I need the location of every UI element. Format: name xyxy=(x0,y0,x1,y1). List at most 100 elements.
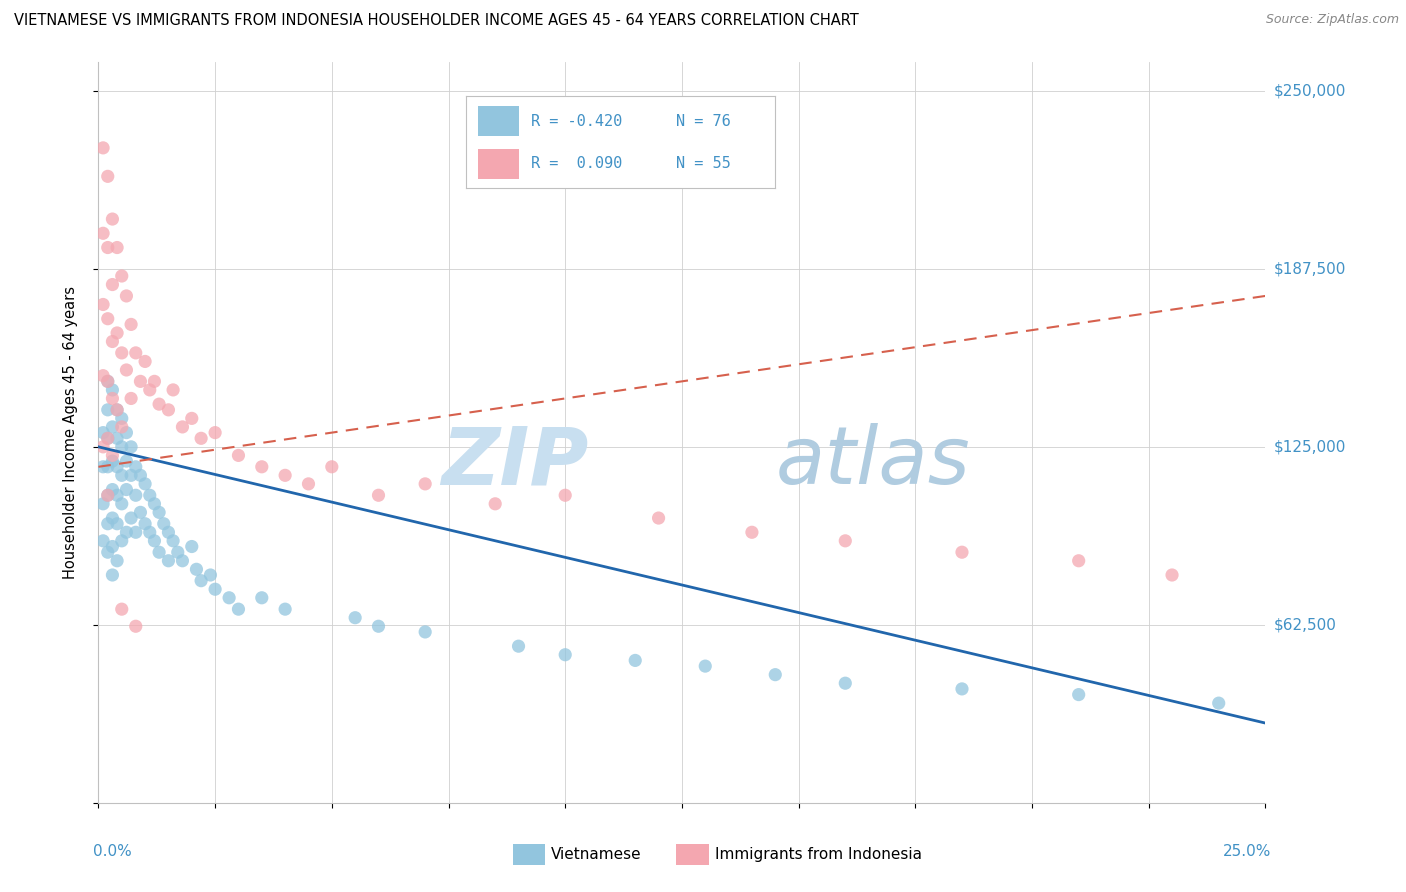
Point xyxy=(97,311,120,326)
Point xyxy=(1161,568,1184,582)
Point xyxy=(413,476,436,491)
Point xyxy=(1208,696,1230,710)
Point xyxy=(105,402,128,417)
Point xyxy=(148,545,170,559)
Point xyxy=(101,212,124,227)
Point xyxy=(143,533,166,548)
Point xyxy=(139,488,162,502)
Point xyxy=(139,383,162,397)
Point xyxy=(115,454,138,468)
Point xyxy=(1067,688,1090,702)
Point xyxy=(105,516,128,531)
Point xyxy=(297,476,319,491)
Point xyxy=(190,574,212,588)
Point xyxy=(834,533,856,548)
Point xyxy=(101,511,124,525)
Point xyxy=(484,497,506,511)
Point xyxy=(1067,554,1090,568)
Point xyxy=(172,554,194,568)
Point xyxy=(413,624,436,639)
Point xyxy=(111,411,134,425)
Point xyxy=(101,483,124,497)
Point xyxy=(101,449,124,463)
Point xyxy=(321,459,343,474)
Bar xyxy=(676,844,709,865)
Point xyxy=(97,375,120,389)
Point xyxy=(111,420,134,434)
Point xyxy=(204,582,226,597)
Point xyxy=(105,459,128,474)
Point xyxy=(950,681,973,696)
Point xyxy=(91,459,114,474)
Point xyxy=(125,459,148,474)
Point xyxy=(148,505,170,519)
Point xyxy=(91,497,114,511)
Point xyxy=(134,476,156,491)
Point xyxy=(101,383,124,397)
Point xyxy=(647,511,669,525)
Point xyxy=(91,440,114,454)
Point xyxy=(134,516,156,531)
Point xyxy=(115,363,138,377)
Point xyxy=(111,440,134,454)
Point xyxy=(101,454,124,468)
Point xyxy=(274,468,297,483)
Point xyxy=(97,169,120,184)
Text: Vietnamese: Vietnamese xyxy=(551,847,641,863)
Point xyxy=(204,425,226,440)
Point xyxy=(97,431,120,445)
Point xyxy=(105,326,128,340)
Text: $187,500: $187,500 xyxy=(1274,261,1346,277)
Point xyxy=(741,525,763,540)
Point xyxy=(125,525,148,540)
Point xyxy=(97,488,120,502)
Point xyxy=(763,667,786,681)
Point xyxy=(367,619,389,633)
Point xyxy=(115,525,138,540)
Point xyxy=(105,554,128,568)
Point xyxy=(624,653,647,667)
Point xyxy=(105,402,128,417)
Point xyxy=(111,346,134,360)
Point xyxy=(101,392,124,406)
Text: $250,000: $250,000 xyxy=(1274,84,1346,98)
Point xyxy=(157,554,180,568)
Point xyxy=(101,568,124,582)
Point xyxy=(97,241,120,255)
Point xyxy=(125,619,148,633)
Point xyxy=(508,639,530,653)
Point xyxy=(111,497,134,511)
Point xyxy=(120,511,142,525)
Point xyxy=(554,648,576,662)
Point xyxy=(101,540,124,554)
Point xyxy=(105,431,128,445)
Point xyxy=(105,488,128,502)
Point xyxy=(115,483,138,497)
Point xyxy=(554,488,576,502)
Point xyxy=(120,468,142,483)
Text: ZIP: ZIP xyxy=(441,423,589,501)
Point xyxy=(129,468,152,483)
Point xyxy=(91,141,114,155)
Point xyxy=(166,545,188,559)
Point xyxy=(143,497,166,511)
Point xyxy=(120,440,142,454)
Text: Immigrants from Indonesia: Immigrants from Indonesia xyxy=(714,847,921,863)
Point xyxy=(834,676,856,690)
Point xyxy=(125,488,148,502)
Point xyxy=(344,611,367,625)
Point xyxy=(97,516,120,531)
Point xyxy=(157,402,180,417)
Text: $62,500: $62,500 xyxy=(1274,617,1337,632)
Point xyxy=(101,420,124,434)
Point xyxy=(190,431,212,445)
Point xyxy=(695,659,717,673)
Point xyxy=(228,602,250,616)
Text: Source: ZipAtlas.com: Source: ZipAtlas.com xyxy=(1265,13,1399,27)
Point xyxy=(120,392,142,406)
Point xyxy=(125,346,148,360)
Point xyxy=(162,383,184,397)
Point xyxy=(950,545,973,559)
Text: atlas: atlas xyxy=(775,423,970,501)
Text: 25.0%: 25.0% xyxy=(1223,844,1271,858)
